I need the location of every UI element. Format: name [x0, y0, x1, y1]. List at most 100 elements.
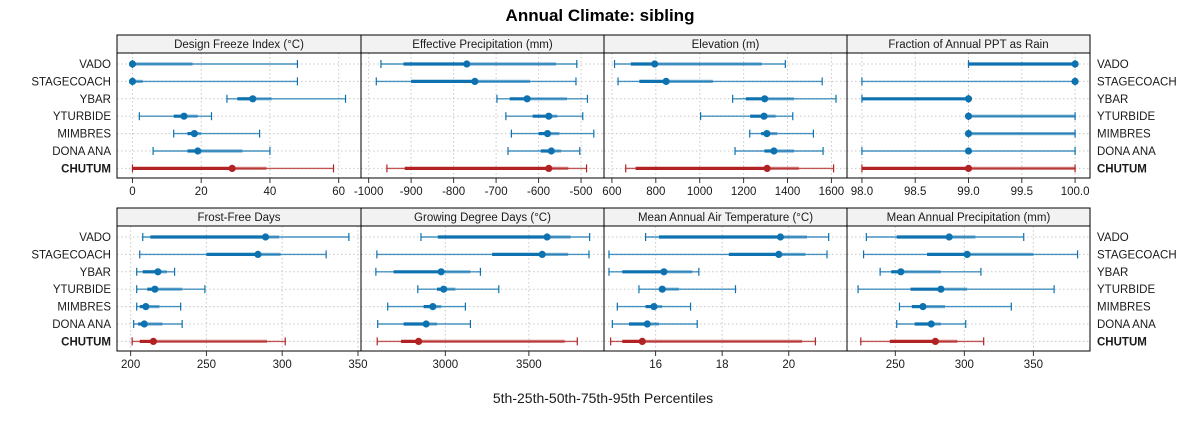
- row-label-left: CHUTUM: [61, 336, 111, 348]
- data-row-vado: [380, 60, 578, 68]
- panel-title: Fraction of Annual PPT as Rain: [888, 39, 1048, 51]
- median-point: [763, 164, 771, 172]
- median-point: [190, 130, 198, 138]
- x-tick-label: 250: [886, 359, 905, 371]
- x-tick-label: 16: [649, 359, 662, 371]
- row-label-left: VADO: [79, 59, 111, 71]
- data-row-stagecoach: [861, 77, 1079, 86]
- row-label-left: STAGECOACH: [31, 76, 111, 88]
- panel-growing-degree-days-c: Growing Degree Days (°C) 3000 3500: [360, 207, 605, 371]
- x-tick-label: 1400: [775, 186, 801, 198]
- median-point: [254, 250, 262, 258]
- data-row-yturbide: [505, 112, 584, 121]
- median-point: [964, 112, 973, 120]
- data-row-dona-ana: [133, 320, 183, 328]
- data-row-vado: [967, 60, 1079, 68]
- panel-mean-annual-air-temperature-c: Mean Annual Air Temperature (°C) 16 18 20: [603, 207, 848, 371]
- row-label-right: VADO: [1097, 59, 1129, 71]
- median-point: [651, 60, 659, 68]
- panel-fraction-of-annual-ppt-as-rain: Fraction of Annual PPT as Rain 98.0 98.5 99…: [846, 34, 1091, 198]
- data-row-mimbres: [173, 129, 261, 138]
- median-point: [538, 250, 546, 258]
- x-tick-label: 250: [197, 359, 216, 371]
- row-label-right: STAGECOACH: [1097, 249, 1177, 261]
- median-point: [545, 112, 553, 120]
- median-point: [775, 250, 783, 258]
- panel-elevation-m: Elevation (m) 600 800 1000 1200 1400 1600: [602, 34, 848, 198]
- x-tick-label: 1200: [731, 186, 757, 198]
- data-row-mimbres: [749, 129, 815, 138]
- panel-effective-precipitation-mm: Effective Precipitation (mm) -1000 -900 -80…: [354, 34, 605, 198]
- median-point: [761, 95, 769, 103]
- median-point: [945, 233, 953, 241]
- median-point: [437, 268, 445, 276]
- data-row-ybar: [375, 267, 482, 276]
- data-row-ybar: [861, 94, 973, 103]
- data-row-chutum: [625, 164, 835, 173]
- x-tick-label: -800: [442, 186, 465, 198]
- x-tick-label: -900: [400, 186, 423, 198]
- x-tick-label: -600: [527, 186, 550, 198]
- row-label-right: DONA ANA: [1097, 146, 1156, 158]
- data-row-dona-ana: [507, 147, 581, 155]
- data-row-vado: [142, 233, 350, 241]
- data-row-yturbide: [857, 285, 1055, 294]
- data-row-yturbide: [136, 285, 206, 294]
- median-point: [1071, 60, 1079, 68]
- x-tick-label: 200: [121, 359, 140, 371]
- data-row-stagecoach: [376, 250, 590, 259]
- median-point: [660, 268, 668, 276]
- x-tick-label: 99.5: [1011, 186, 1033, 198]
- median-point: [897, 268, 905, 276]
- data-row-dona-ana: [152, 147, 271, 155]
- panel-title: Growing Degree Days (°C): [414, 212, 551, 224]
- median-point: [429, 303, 437, 311]
- data-row-ybar: [226, 94, 347, 103]
- median-point: [180, 112, 188, 120]
- row-label-right: MIMBRES: [1097, 129, 1151, 141]
- data-row-dona-ana: [611, 320, 698, 328]
- x-tick-label: -700: [485, 186, 508, 198]
- median-point: [261, 233, 270, 241]
- data-row-ybar: [879, 267, 982, 276]
- row-label-left: YTURBIDE: [53, 284, 111, 296]
- median-point: [463, 60, 471, 68]
- median-point: [937, 285, 945, 293]
- panel-border: [846, 225, 1091, 352]
- data-row-ybar: [608, 267, 700, 276]
- x-tick-label: 350: [1024, 359, 1043, 371]
- data-row-chutum: [610, 337, 816, 346]
- median-point: [760, 112, 768, 120]
- x-tick-label: 0: [129, 186, 135, 198]
- median-point: [440, 285, 448, 293]
- median-point: [770, 147, 778, 155]
- data-row-mimbres: [964, 129, 1076, 138]
- median-point: [471, 77, 479, 85]
- x-axis-label: 5th-25th-50th-75th-95th Percentiles: [493, 390, 713, 406]
- row-label-left: MIMBRES: [57, 302, 111, 314]
- data-row-stagecoach: [139, 250, 327, 259]
- data-row-chutum: [131, 337, 286, 346]
- median-point: [963, 250, 971, 258]
- data-row-vado: [645, 233, 830, 241]
- data-row-ybar: [732, 94, 837, 103]
- x-tick-label: 60: [332, 186, 345, 198]
- x-tick-label: 300: [273, 359, 292, 371]
- data-row-stagecoach: [375, 77, 577, 86]
- row-label-right: STAGECOACH: [1097, 76, 1177, 88]
- x-tick-label: 1600: [819, 186, 845, 198]
- data-row-yturbide: [138, 112, 213, 121]
- data-row-mimbres: [387, 302, 466, 311]
- data-row-stagecoach: [608, 250, 828, 259]
- x-tick-label: -500: [570, 186, 593, 198]
- data-row-yturbide: [638, 285, 737, 294]
- data-row-chutum: [376, 337, 578, 346]
- row-label-right: YTURBIDE: [1097, 284, 1155, 296]
- row-label-left: YBAR: [80, 267, 111, 279]
- x-tick-label: 300: [955, 359, 974, 371]
- x-tick-label: 800: [646, 186, 665, 198]
- median-point: [776, 233, 785, 241]
- x-tick-label: 99.0: [957, 186, 979, 198]
- panel-title: Elevation (m): [692, 39, 760, 51]
